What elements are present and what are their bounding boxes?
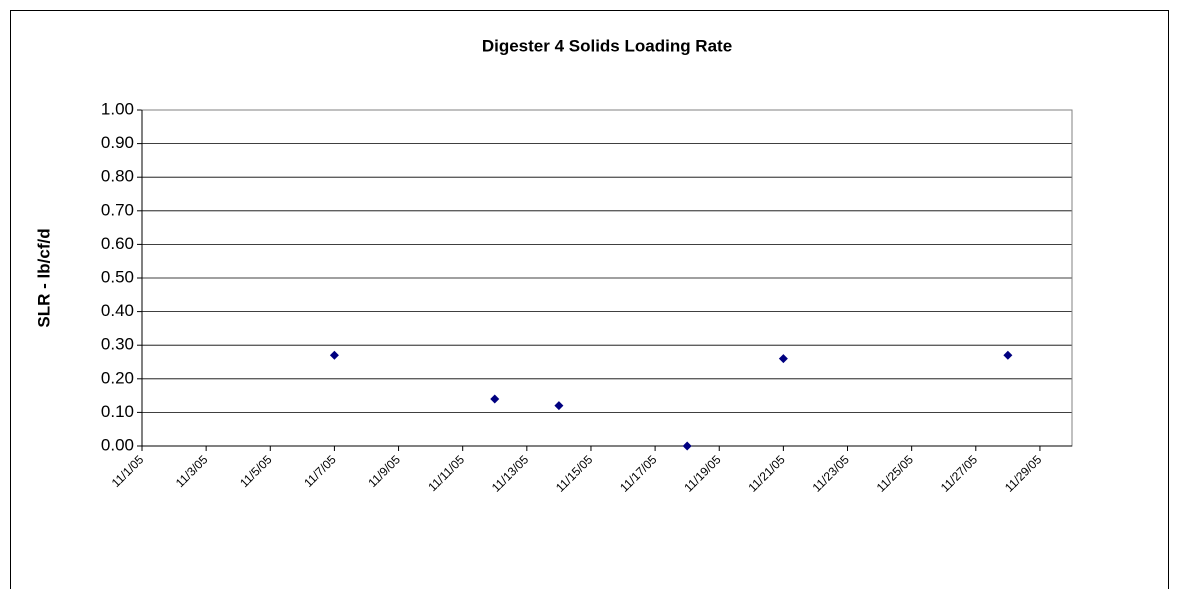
point bbox=[778, 354, 788, 364]
y-tick-label: 0.70 bbox=[101, 200, 134, 219]
point bbox=[1003, 350, 1013, 360]
point bbox=[329, 350, 339, 360]
y-tick-label: 0.00 bbox=[101, 435, 134, 454]
y-tick-label: 1.00 bbox=[101, 99, 134, 118]
point bbox=[554, 401, 564, 411]
point bbox=[490, 394, 500, 404]
y-axis-label: SLR - lb/cf/d bbox=[34, 228, 53, 327]
y-tick-label: 0.30 bbox=[101, 335, 134, 354]
chart-border bbox=[10, 10, 1169, 589]
y-tick-label: 0.20 bbox=[101, 368, 134, 387]
point bbox=[682, 441, 692, 451]
y-tick-label: 0.40 bbox=[101, 301, 134, 320]
y-tick-label: 0.50 bbox=[101, 267, 134, 286]
y-tick-label: 0.90 bbox=[101, 133, 134, 152]
chart-title: Digester 4 Solids Loading Rate bbox=[482, 36, 732, 55]
y-tick-label: 0.80 bbox=[101, 167, 134, 186]
y-tick-label: 0.10 bbox=[101, 402, 134, 421]
y-tick-label: 0.60 bbox=[101, 234, 134, 253]
